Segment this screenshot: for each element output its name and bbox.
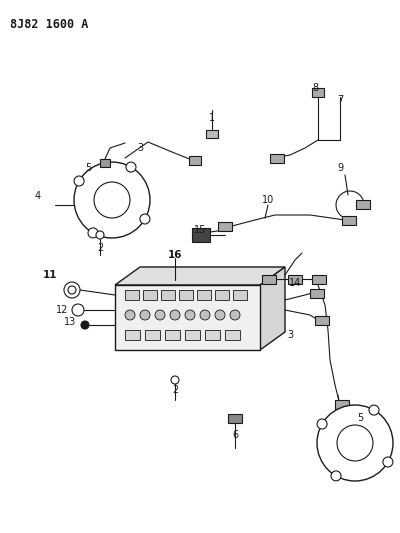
Text: 1: 1 bbox=[209, 113, 215, 123]
Bar bbox=[288, 275, 302, 284]
Text: 9: 9 bbox=[337, 163, 343, 173]
Circle shape bbox=[81, 321, 89, 329]
Circle shape bbox=[72, 304, 84, 316]
Text: 10: 10 bbox=[262, 195, 274, 205]
Bar bbox=[100, 159, 110, 167]
Bar bbox=[179, 290, 193, 300]
Bar bbox=[225, 330, 240, 340]
Circle shape bbox=[200, 310, 210, 320]
Bar bbox=[143, 290, 157, 300]
Circle shape bbox=[140, 214, 150, 224]
Circle shape bbox=[64, 282, 80, 298]
Bar bbox=[185, 330, 200, 340]
Polygon shape bbox=[260, 267, 285, 350]
Circle shape bbox=[94, 182, 130, 218]
Text: 13: 13 bbox=[64, 317, 76, 327]
Bar bbox=[145, 330, 160, 340]
Circle shape bbox=[215, 310, 225, 320]
Circle shape bbox=[96, 231, 104, 239]
Polygon shape bbox=[115, 267, 285, 285]
Text: 14: 14 bbox=[289, 278, 301, 288]
Circle shape bbox=[125, 310, 135, 320]
Bar bbox=[125, 290, 139, 300]
Text: 16: 16 bbox=[168, 250, 182, 260]
Text: 5: 5 bbox=[357, 413, 363, 423]
Bar bbox=[228, 414, 242, 423]
Bar bbox=[312, 275, 326, 284]
Bar bbox=[189, 156, 201, 165]
Circle shape bbox=[171, 376, 179, 384]
Text: 6: 6 bbox=[232, 430, 238, 440]
Circle shape bbox=[317, 405, 393, 481]
Circle shape bbox=[337, 425, 373, 461]
Text: 2: 2 bbox=[97, 243, 103, 253]
Circle shape bbox=[88, 228, 98, 238]
Circle shape bbox=[68, 286, 76, 294]
Bar bbox=[262, 275, 276, 284]
Circle shape bbox=[74, 162, 150, 238]
Bar bbox=[115, 285, 260, 350]
Bar bbox=[218, 222, 232, 231]
Bar bbox=[206, 130, 218, 138]
Text: 11: 11 bbox=[43, 270, 57, 280]
Circle shape bbox=[185, 310, 195, 320]
Bar bbox=[342, 216, 356, 225]
Bar bbox=[192, 228, 210, 242]
Circle shape bbox=[230, 310, 240, 320]
Text: 2: 2 bbox=[172, 385, 178, 395]
Text: 8J82 1600 A: 8J82 1600 A bbox=[10, 18, 88, 31]
Bar bbox=[233, 290, 247, 300]
Bar bbox=[310, 289, 324, 298]
Circle shape bbox=[383, 457, 393, 467]
Text: 4: 4 bbox=[35, 191, 41, 201]
Text: 12: 12 bbox=[56, 305, 68, 315]
Text: 5: 5 bbox=[85, 163, 91, 173]
Circle shape bbox=[126, 162, 136, 172]
Bar bbox=[197, 290, 211, 300]
Bar bbox=[315, 316, 329, 325]
Circle shape bbox=[170, 310, 180, 320]
Bar bbox=[312, 88, 324, 97]
Circle shape bbox=[369, 405, 379, 415]
Text: 15: 15 bbox=[194, 225, 206, 235]
Text: 7: 7 bbox=[337, 95, 343, 105]
Circle shape bbox=[155, 310, 165, 320]
Circle shape bbox=[331, 471, 341, 481]
Text: 3: 3 bbox=[137, 143, 143, 153]
Bar bbox=[215, 290, 229, 300]
Bar bbox=[335, 400, 349, 409]
Bar bbox=[205, 330, 220, 340]
Text: 3: 3 bbox=[287, 330, 293, 340]
Bar bbox=[270, 154, 284, 163]
Circle shape bbox=[317, 419, 327, 429]
Bar bbox=[165, 330, 180, 340]
Bar bbox=[356, 200, 370, 209]
Circle shape bbox=[140, 310, 150, 320]
Text: 8: 8 bbox=[312, 83, 318, 93]
Circle shape bbox=[74, 176, 84, 186]
Bar bbox=[125, 330, 140, 340]
Bar bbox=[161, 290, 175, 300]
